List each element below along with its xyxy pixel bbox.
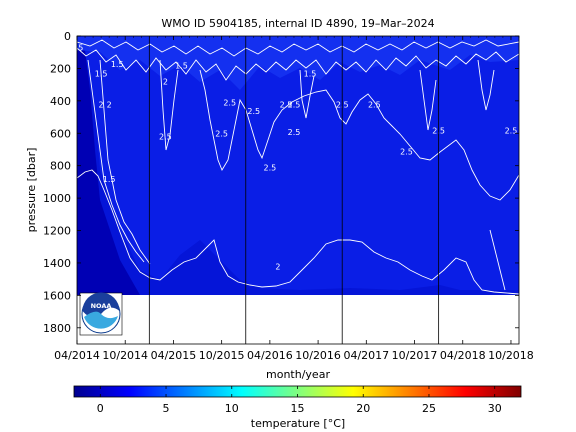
y-tick-label: 1800 xyxy=(43,322,71,335)
x-tick-label: 04/2014 xyxy=(54,349,100,362)
noaa-logo: NOAA xyxy=(79,292,123,336)
contour-2-left xyxy=(87,59,145,263)
contour-spike-1 xyxy=(159,59,179,151)
year-markers xyxy=(148,36,440,344)
contour-label: 2.5 xyxy=(288,100,301,109)
x-tick-label: 10/2016 xyxy=(295,349,341,362)
x-axis-title: month/year xyxy=(266,368,330,381)
contour-label: 2.5 xyxy=(288,128,301,137)
coldest-region xyxy=(77,40,140,295)
contour-upper-2 xyxy=(77,39,519,57)
contour-label: 2.5 xyxy=(247,107,260,116)
plot-frame xyxy=(76,35,520,345)
contour-label: 2.5 xyxy=(215,130,228,139)
y-tick-label: 0 xyxy=(64,30,71,43)
x-tick-label: 10/2018 xyxy=(488,349,534,362)
contour-spike-2 xyxy=(299,69,315,119)
y-tick-label: 200 xyxy=(50,62,71,75)
x-tick-label: 04/2016 xyxy=(247,349,293,362)
contour-label: 2.5 xyxy=(264,164,277,173)
contour-label: 2.5 xyxy=(400,147,413,156)
y-axis-title: pressure [dbar] xyxy=(25,148,38,233)
logo-text: NOAA xyxy=(91,302,112,310)
y-tick-label: 1000 xyxy=(43,192,71,205)
contour-label: 1.5 xyxy=(103,175,116,184)
y-tick-label: 800 xyxy=(50,160,71,173)
field-base xyxy=(77,36,519,295)
contour-label: 2.5 xyxy=(280,100,293,109)
contour-2-right xyxy=(489,229,506,291)
contour-label: 1.5 xyxy=(175,61,188,70)
contour-1p5-deep xyxy=(77,169,519,295)
x-tick-label: 04/2018 xyxy=(440,349,486,362)
colorbar-title: temperature [°C] xyxy=(251,417,345,430)
contour-label: 2.5 xyxy=(223,99,236,108)
colorbar: 0 5 10 15 20 25 30 temperature [°C] xyxy=(73,385,522,430)
contour-2p5-mid xyxy=(199,69,519,201)
y-axis: 0 200 400 600 800 1000 1200 1400 1600 1800 xyxy=(43,30,519,335)
contour-label: 1.5 xyxy=(95,70,108,79)
y-tick-label: 600 xyxy=(50,127,71,140)
contour-label: 2 xyxy=(163,78,168,87)
logo-gull xyxy=(84,311,118,329)
colorbar-tick-label: 25 xyxy=(422,402,436,415)
contour-spike-4 xyxy=(477,59,495,111)
chart-title: WMO ID 5904185, internal ID 4890, 19–Mar… xyxy=(161,17,434,30)
colorbar-tick-label: 0 xyxy=(97,402,104,415)
contour-label: 2 xyxy=(99,100,104,109)
y-tick-label: 1600 xyxy=(43,289,71,302)
y-tick-label: 1400 xyxy=(43,257,71,270)
contour-label: 2 xyxy=(275,262,280,271)
contour-spike-3 xyxy=(419,69,437,131)
x-tick-label: 04/2017 xyxy=(343,349,389,362)
contour-label: 1.5 xyxy=(304,70,317,79)
x-tick-label: 10/2014 xyxy=(102,349,148,362)
x-tick-label: 04/2015 xyxy=(151,349,197,362)
upper-band xyxy=(77,36,519,90)
colorbar-tick-label: 10 xyxy=(225,402,239,415)
contour-label: 2 xyxy=(107,100,112,109)
x-tick-label: 10/2017 xyxy=(392,349,438,362)
x-tick-label: 10/2015 xyxy=(199,349,245,362)
colorbar-tick-label: 20 xyxy=(356,402,370,415)
colorbar-tick-label: 5 xyxy=(163,402,170,415)
contour-label: 1.5 xyxy=(111,60,124,69)
contour-label: 2.5 xyxy=(505,126,518,135)
colorbar-tick-label: 30 xyxy=(488,402,502,415)
contour-label: 2.5 xyxy=(159,133,172,142)
y-tick-label: 400 xyxy=(50,95,71,108)
contour-1p5-left xyxy=(99,59,151,265)
contour-label: 2.5 xyxy=(368,100,381,109)
y-tick-label: 1200 xyxy=(43,225,71,238)
temperature-field xyxy=(77,36,519,295)
x-axis: 04/2014 10/2014 04/2015 10/2015 04/2016 10/20… xyxy=(54,36,534,362)
logo-sky xyxy=(82,292,120,318)
colorbar-ticks: 0 5 10 15 20 25 30 xyxy=(97,386,502,415)
colorbar-tick-label: 15 xyxy=(291,402,305,415)
